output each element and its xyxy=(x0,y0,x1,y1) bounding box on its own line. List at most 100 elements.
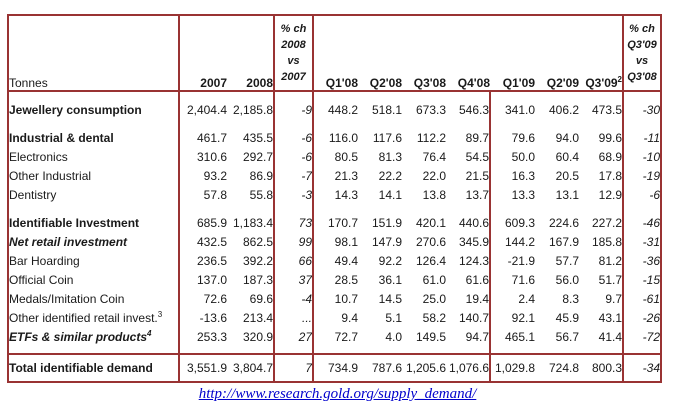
value-cell: 187.3 xyxy=(227,270,275,289)
value-cell: 144.2 xyxy=(504,234,535,249)
value-cell: 112.2 xyxy=(416,130,446,145)
pct-header-line: 2007 xyxy=(281,71,306,83)
value-cell: 22.0 xyxy=(422,168,446,183)
table-row: Other identified retail invest.3 -13.6 213… xyxy=(8,308,661,327)
value-cell: 19.4 xyxy=(446,289,491,308)
row-label-text: Electronics xyxy=(9,149,68,164)
value-cell: 60.4 xyxy=(555,149,579,164)
value-cell: 465.1 xyxy=(504,329,535,344)
value-cell: 310.6 xyxy=(196,149,227,164)
value-cell: 435.5 xyxy=(227,128,275,147)
value-cell: 2,185.8 xyxy=(227,100,275,119)
value-cell: -21.9 xyxy=(507,253,535,268)
spacer-cell xyxy=(490,204,535,213)
spacer-cell xyxy=(490,346,535,354)
pct-header-line: vs xyxy=(287,55,300,67)
value-cell: 3,551.9 xyxy=(179,353,227,382)
spacer-cell xyxy=(623,91,661,100)
value-cell: 79.6 xyxy=(511,130,535,145)
value-cell: 2.4 xyxy=(518,291,535,306)
source-link[interactable]: http://www.research.gold.org/supply_dema… xyxy=(198,386,477,402)
value-cell: 80.5 xyxy=(334,149,358,164)
value-cell: 117.6 xyxy=(372,130,402,145)
value-cell: -46 xyxy=(642,215,660,230)
value-cell: 185.8 xyxy=(579,232,624,251)
value-cell: 9.7 xyxy=(579,289,624,308)
row-label-text: Other identified retail invest. xyxy=(9,310,158,325)
spacer-cell xyxy=(274,204,314,213)
spacer-cell xyxy=(579,91,624,100)
col-header-2008: 2008 xyxy=(227,15,275,92)
spacer-cell xyxy=(227,204,275,213)
table-row: Jewellery consumption 2,404.4 2,185.8 -9 448… xyxy=(8,100,661,119)
spacer-cell xyxy=(274,91,314,100)
row-label: Electronics xyxy=(8,147,180,166)
value-cell: 734.9 xyxy=(313,353,358,382)
value-cell: 724.8 xyxy=(535,353,579,382)
value-cell: 124.3 xyxy=(446,251,491,270)
row-label-text: Jewellery consumption xyxy=(9,102,142,117)
value-cell: 236.5 xyxy=(196,253,227,268)
spacer-cell xyxy=(623,119,661,128)
spacer-cell xyxy=(179,346,227,354)
value-cell: -34 xyxy=(623,353,661,382)
row-label-text: Industrial & dental xyxy=(9,130,114,145)
value-cell: 13.1 xyxy=(555,187,579,202)
col-header-pct-change-q3-09: % ch Q3'09 vs Q3'08 xyxy=(623,15,661,92)
value-cell: -72 xyxy=(642,329,660,344)
row-label: Official Coin xyxy=(8,270,180,289)
spacer-cell xyxy=(179,204,227,213)
value-cell: 58.2 xyxy=(422,310,446,325)
row-label: Jewellery consumption xyxy=(8,100,180,119)
value-cell: 461.7 xyxy=(196,130,227,145)
value-cell: 55.8 xyxy=(227,185,275,204)
value-cell: 420.1 xyxy=(415,215,446,230)
value-cell: 12.9 xyxy=(579,185,624,204)
row-label-text: Official Coin xyxy=(9,272,74,287)
spacer-cell xyxy=(535,204,579,213)
pct-header-line: Q3'09 xyxy=(627,39,657,51)
value-cell: -36 xyxy=(642,253,660,268)
value-cell: 149.5 xyxy=(415,329,446,344)
value-cell: 7 xyxy=(274,353,314,382)
value-cell: 36.1 xyxy=(378,272,402,287)
value-cell: 140.7 xyxy=(446,308,491,327)
value-cell: -6 xyxy=(274,147,314,166)
spacer-cell xyxy=(402,346,446,354)
value-cell: 14.1 xyxy=(378,187,402,202)
value-cell: 56.7 xyxy=(555,329,579,344)
value-cell: 69.6 xyxy=(227,289,275,308)
spacer-cell xyxy=(313,119,358,128)
footer: http://www.research.gold.org/supply_dema… xyxy=(0,385,675,403)
value-cell: 72.7 xyxy=(334,329,358,344)
value-cell: 37 xyxy=(274,270,314,289)
spacer-cell xyxy=(446,346,491,354)
row-label-text: ETFs & similar products xyxy=(9,329,148,344)
table-row: Official Coin 137.0 187.3 37 28.5 36.1 61.0 61.… xyxy=(8,270,661,289)
col-header-q2-08: Q2'08 xyxy=(358,15,402,92)
spacer-row xyxy=(8,346,661,354)
value-cell: -6 xyxy=(649,187,660,202)
row-label: Identifiable Investment xyxy=(8,213,180,232)
value-cell: 94.7 xyxy=(446,327,491,346)
value-cell: 546.3 xyxy=(446,100,491,119)
value-cell: 1,076.6 xyxy=(446,353,491,382)
row-label-text: Total identifiable demand xyxy=(9,361,153,375)
value-cell: 57.8 xyxy=(203,187,227,202)
value-cell: 21.5 xyxy=(446,166,491,185)
spacer-cell xyxy=(446,119,491,128)
value-cell: 98.1 xyxy=(334,234,358,249)
value-cell: 392.2 xyxy=(227,251,275,270)
row-label: Bar Hoarding xyxy=(8,251,180,270)
pct-header-line: 2008 xyxy=(281,39,306,51)
row-label: Industrial & dental xyxy=(8,128,180,147)
value-cell: 81.3 xyxy=(378,149,402,164)
value-cell: 51.7 xyxy=(579,270,624,289)
table-row: Medals/Imitation Coin 72.6 69.6 -4 10.7 14.5 2… xyxy=(8,289,661,308)
spacer-cell xyxy=(358,119,402,128)
value-cell: 685.9 xyxy=(196,215,227,230)
footnote-marker: 3 xyxy=(157,309,163,319)
spacer-cell xyxy=(179,91,227,100)
value-cell: 93.2 xyxy=(203,168,227,183)
spacer-cell xyxy=(358,91,402,100)
